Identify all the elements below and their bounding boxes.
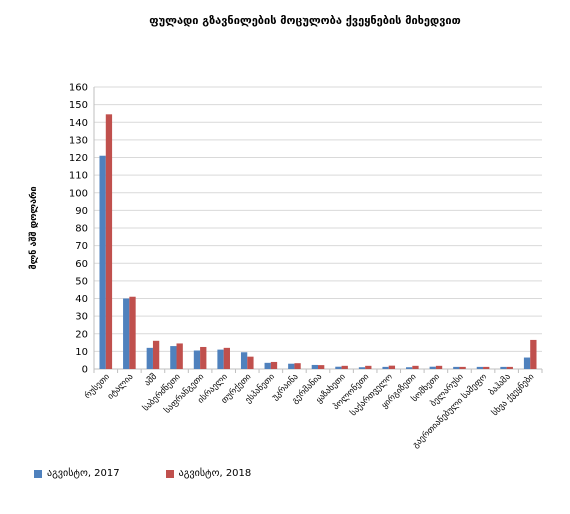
bar-2017 bbox=[358, 367, 366, 369]
y-tick-label: 40 bbox=[75, 294, 88, 305]
legend-swatch-2017 bbox=[34, 469, 42, 478]
bars bbox=[99, 114, 537, 369]
y-tick-label: 50 bbox=[75, 276, 88, 287]
y-tick-label: 70 bbox=[75, 241, 88, 252]
bar-2017 bbox=[193, 350, 201, 369]
bar-2018 bbox=[435, 365, 443, 369]
bar-2018 bbox=[530, 339, 537, 369]
bar-2017 bbox=[406, 367, 413, 369]
bar-2018 bbox=[294, 363, 301, 369]
bar-2018 bbox=[506, 366, 513, 369]
bar-2017 bbox=[240, 352, 248, 369]
y-tick-label: 120 bbox=[69, 153, 88, 164]
bar-2018 bbox=[388, 365, 396, 369]
bar-2018 bbox=[247, 356, 254, 369]
y-tick-label: 150 bbox=[69, 100, 88, 111]
y-tick-label: 100 bbox=[69, 188, 88, 199]
legend-item-2017: აგვისტო, 2017 bbox=[34, 468, 120, 479]
y-tick-label: 20 bbox=[75, 329, 88, 340]
bar-2018 bbox=[365, 365, 372, 369]
axes bbox=[93, 87, 543, 373]
y-tick-label: 60 bbox=[75, 259, 88, 270]
y-tick-label: 80 bbox=[75, 224, 88, 235]
bar-2017 bbox=[429, 366, 436, 369]
chart-title: ფულადი გზავნილების მოცულობა ქვეყნების მი… bbox=[149, 14, 461, 27]
legend-swatch-2018 bbox=[165, 469, 174, 478]
y-tick-label: 140 bbox=[69, 118, 88, 129]
y-axis-label: მლნ აშშ დოლარი bbox=[28, 186, 39, 269]
bar-2018 bbox=[318, 365, 325, 369]
bar-2018 bbox=[483, 366, 490, 369]
bar-2017 bbox=[123, 298, 130, 369]
bar-2018 bbox=[129, 296, 136, 369]
bar-2018 bbox=[223, 347, 230, 369]
x-tick-label: იტალია bbox=[106, 372, 136, 402]
bar-2017 bbox=[523, 357, 531, 369]
bar-2017 bbox=[500, 366, 507, 369]
bar-2017 bbox=[453, 366, 460, 369]
gridlines bbox=[94, 86, 542, 370]
legend-item-2018: აგვისტო, 2018 bbox=[165, 468, 252, 479]
legend-label-2017: აგვისტო, 2017 bbox=[47, 468, 120, 479]
y-tick-labels: 0 10 20 30 40 50 60 70 80 90 100 110 120 130 140 150 160 bbox=[69, 83, 88, 376]
bar-2017 bbox=[146, 347, 153, 369]
bar-2018 bbox=[270, 361, 278, 369]
y-tick-label: 10 bbox=[75, 347, 88, 358]
bar-2017 bbox=[476, 366, 484, 369]
legend: აგვისტო, 2017 აგვისტო, 2018 bbox=[34, 468, 251, 479]
y-tick-label: 130 bbox=[69, 135, 88, 146]
x-tick-label: აშშ bbox=[142, 371, 159, 388]
bar-2018 bbox=[152, 340, 160, 369]
bar-2018 bbox=[176, 343, 183, 369]
y-tick-label: 30 bbox=[75, 312, 88, 323]
bar-2017 bbox=[288, 363, 295, 369]
bar-2017 bbox=[382, 366, 389, 369]
y-tick-label: 160 bbox=[69, 83, 88, 94]
bar-2018 bbox=[459, 366, 466, 369]
bar-2017 bbox=[170, 346, 177, 369]
bar-2017 bbox=[335, 366, 342, 369]
bar-2018 bbox=[105, 114, 113, 369]
bar-2017 bbox=[264, 362, 271, 369]
legend-label-2018: აგვისტო, 2018 bbox=[178, 468, 252, 479]
bar-2018 bbox=[412, 365, 419, 369]
bar-2017 bbox=[311, 364, 318, 369]
bar-2018 bbox=[200, 346, 207, 369]
bar-2018 bbox=[341, 365, 348, 369]
bar-2017 bbox=[99, 155, 106, 369]
y-tick-label: 90 bbox=[75, 206, 88, 217]
y-tick-label: 0 bbox=[82, 365, 88, 376]
y-tick-label: 110 bbox=[69, 171, 88, 182]
bar-2017 bbox=[217, 349, 224, 369]
